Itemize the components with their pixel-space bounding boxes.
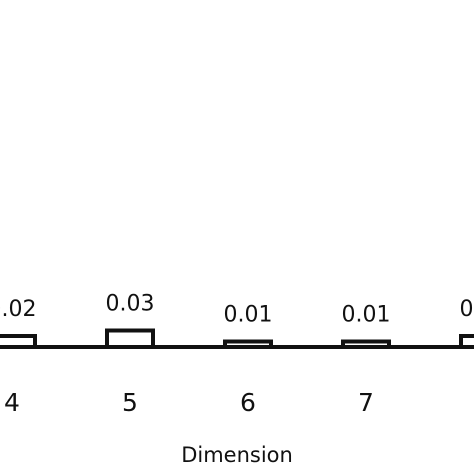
x-tick-label: 7 — [358, 388, 374, 417]
data-label: 0.03 — [106, 292, 155, 317]
data-label: 0.02 — [460, 297, 474, 322]
data-label: 0.02 — [0, 297, 36, 322]
x-tick-label: 5 — [122, 388, 138, 417]
bar — [459, 334, 474, 349]
x-axis-label: Dimension — [181, 443, 293, 467]
x-tick-label: 4 — [4, 388, 20, 417]
bar — [105, 328, 155, 349]
data-label: 0.01 — [342, 303, 391, 328]
data-label: 0.01 — [224, 303, 273, 328]
x-tick-label: 6 — [240, 388, 256, 417]
